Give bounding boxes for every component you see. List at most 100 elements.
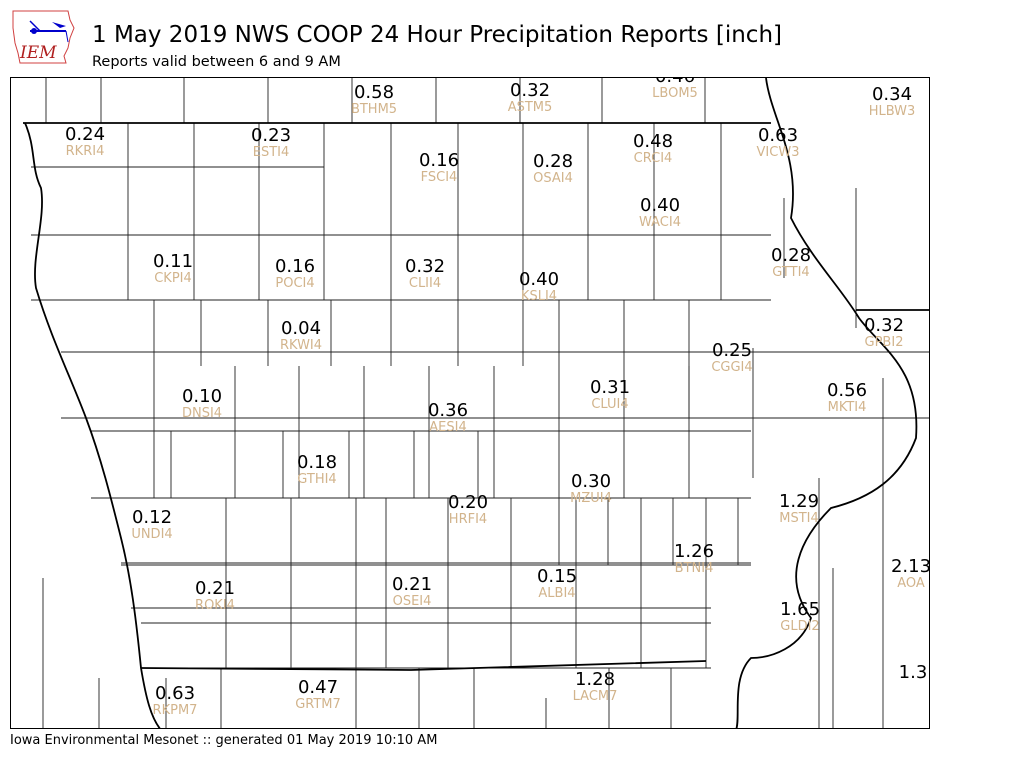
station-report: 0.20 HRFI4 [447,492,489,527]
station-id: MSTI4 [779,511,819,526]
station-report: 0.25 CGGI4 [711,340,753,375]
station-report: 0.28 GTTI4 [770,245,812,280]
precip-value: 0.28 [770,245,812,266]
station-report: 0.32 GPBI2 [863,315,905,350]
precip-value: 1.28 [574,669,616,690]
station-id: BTNI4 [674,561,714,576]
map-title: 1 May 2019 NWS COOP 24 Hour Precipitatio… [92,22,782,48]
precip-value: 0.10 [181,386,223,407]
station-id: GRTM7 [295,697,341,712]
station-report: 1.29 MSTI4 [779,493,819,526]
station-report: 0.12 UNDI4 [131,507,173,542]
station-id: OSEI4 [392,594,432,609]
station-id: UNDI4 [131,527,173,542]
station-id: AOA [897,576,925,591]
station-id: CGGI4 [711,360,753,375]
precip-value: 0.32 [509,80,551,101]
precip-value: 0.21 [391,574,433,595]
precip-value: 0.58 [353,82,395,103]
station-id: CLII4 [408,276,442,291]
precip-value: 0.23 [250,125,292,146]
station-id: MZUI4 [570,491,612,506]
precip-value: 0.21 [194,578,236,599]
precip-value: 0.16 [274,256,316,277]
precip-value: 0.36 [427,400,469,421]
iem-logo: IEM [10,8,76,66]
station-report: 1.26 BTNI4 [673,541,715,576]
precip-value: 0.47 [297,677,339,698]
precip-value: 0.63 [757,125,799,146]
precip-value: 0.63 [154,683,196,704]
station-report: 0.11 CKPI4 [152,251,194,286]
station-report: 0.15 ALBI4 [536,566,578,601]
station-report: 0.16 FSCI4 [419,152,459,185]
precip-value: 0.48 [632,131,674,152]
station-id: WACI4 [639,215,681,230]
station-report: 0.10 DNSI4 [181,386,223,421]
station-id: GTTI4 [772,265,810,280]
precip-value: 1.3 [898,662,928,683]
svg-text:IEM: IEM [19,43,57,63]
station-report: 0.56 MKTI4 [826,380,868,415]
station-id: BTHM5 [350,102,398,117]
station-report: 0.46LBOM5 [652,78,698,101]
precip-value: 0.18 [296,452,338,473]
precip-value: 0.24 [64,124,106,145]
station-id: LBOM5 [652,86,698,101]
station-id: GTHI4 [297,472,337,487]
precip-value: 0.31 [589,377,631,398]
county-boundaries [23,78,929,728]
precip-value: 0.11 [152,251,194,272]
precip-value: 1.26 [673,541,715,562]
precip-value: 0.15 [536,566,578,587]
station-report: 0.40 KSLI4 [519,271,559,304]
station-report: 0.32 CLII4 [404,256,446,291]
station-report: 0.30 MZUI4 [570,471,612,506]
station-id: HRFI4 [448,512,488,527]
precip-value: 0.20 [447,492,489,513]
precip-value: 0.32 [863,315,905,336]
station-id: GLDI2 [780,619,820,634]
precip-value: 2.13 [890,556,930,577]
precip-value: 0.30 [570,471,612,492]
precip-value: 0.25 [711,340,753,361]
station-id: LACM7 [572,689,618,704]
station-id: AESI4 [429,420,467,435]
station-id: POCI4 [275,276,315,291]
station-id: DNSI4 [181,406,223,421]
station-id: HLBW3 [868,104,916,119]
precip-value: 0.32 [404,256,446,277]
station-id: OSAI4 [533,171,573,186]
precip-value: 0.46 [652,78,698,86]
station-id: RKWI4 [279,338,323,353]
station-report: 0.32 ASTM5 [507,80,553,115]
station-id: KSLI4 [520,289,558,304]
station-report: 0.48 CRCI4 [632,131,674,166]
precip-value: 0.12 [131,507,173,528]
station-id: FSCI4 [420,170,458,185]
precip-value: 0.56 [826,380,868,401]
station-report: 0.21 OSEI4 [391,574,433,609]
station-report: 0.63 VICW3 [757,125,800,160]
precip-value: 0.04 [280,318,322,339]
precip-value: 0.34 [871,84,913,105]
station-id: ESTI4 [252,145,290,160]
station-id: RKPM7 [152,703,198,718]
station-report: 0.21 ROKI4 [194,578,236,613]
station-id: GPBI2 [864,335,904,350]
footer-credit: Iowa Environmental Mesonet :: generated … [10,733,438,748]
station-report: 1.65 GLDI2 [780,601,820,634]
station-id: ASTM5 [507,100,553,115]
station-report: 0.36 AESI4 [427,400,469,435]
station-id: CRCI4 [633,151,673,166]
station-report: 0.40 WACI4 [639,197,681,230]
station-report: 0.23 ESTI4 [250,125,292,160]
station-report: 2.13 AOA [890,556,930,591]
precipitation-map: 0.58BTHM50.32ASTM50.46LBOM50.34HLBW30.24… [10,77,930,729]
station-report: 0.04 RKWI4 [279,318,323,353]
station-id: MKTI4 [827,400,867,415]
station-id: ROKI4 [195,598,235,613]
station-report: 0.58 BTHM5 [350,82,398,117]
map-subtitle: Reports valid between 6 and 9 AM [92,54,341,70]
station-report: 0.34 HLBW3 [868,84,916,119]
